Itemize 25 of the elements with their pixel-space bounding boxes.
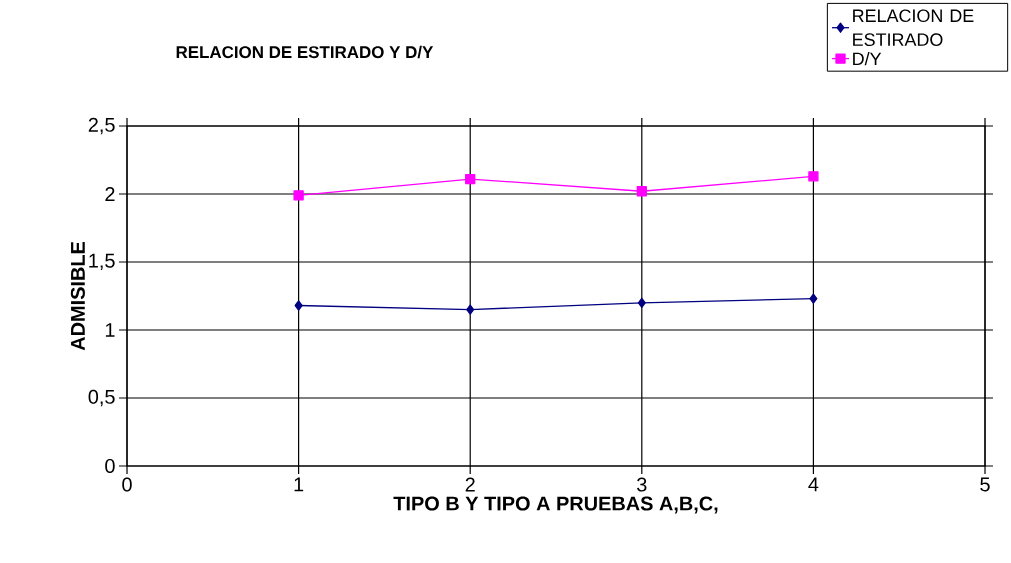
point xyxy=(294,300,303,311)
x-tick-label: 0 xyxy=(122,477,132,492)
y-axis-title: ADMISIBLE xyxy=(70,241,85,351)
x-tick-label: 5 xyxy=(980,477,990,492)
point xyxy=(808,171,819,182)
point xyxy=(466,304,475,315)
point xyxy=(636,186,647,197)
point xyxy=(465,173,476,185)
y-tick-label: 0 xyxy=(105,458,115,474)
y-tick-label: 1 xyxy=(105,323,115,337)
y-tick-label: 2,5 xyxy=(88,117,115,135)
y-tick-label: 2 xyxy=(105,187,115,201)
x-axis-title: TIPO B Y TIPO A PRUEBAS A,B,C, xyxy=(393,496,718,514)
chart-title: RELACION DE ESTIRADO Y D/Y xyxy=(176,45,434,59)
y-tick-label: 1,5 xyxy=(89,253,115,271)
x-tick-label: 3 xyxy=(637,477,647,492)
legend-label: RELACION DE ESTIRADO xyxy=(853,9,974,47)
legend-label: D/Y xyxy=(853,52,882,66)
x-tick-label: 2 xyxy=(465,477,475,492)
point xyxy=(637,297,646,308)
point xyxy=(293,190,304,201)
y-tick-label: 0,5 xyxy=(88,389,115,407)
point xyxy=(809,293,818,304)
x-tick-label: 1 xyxy=(294,477,304,492)
x-tick-label: 4 xyxy=(808,477,819,492)
